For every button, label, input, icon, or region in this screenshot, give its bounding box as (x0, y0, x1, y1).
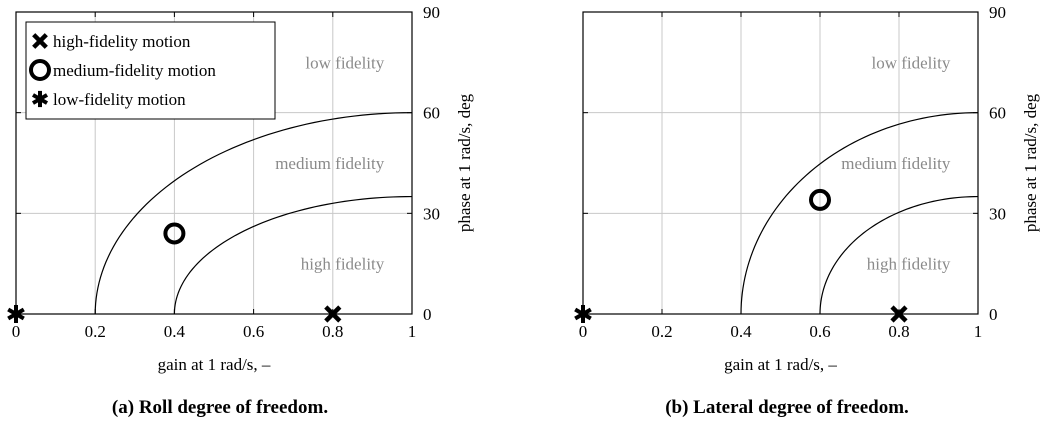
legend-label-3: low-fidelity motion (53, 90, 186, 109)
legend: high-fidelity motion medium-fidelity moti… (25, 21, 276, 120)
region-label-2: medium fidelity (275, 154, 385, 173)
y-tick-label: 30 (423, 204, 440, 223)
x-tick-label: 0 (579, 322, 588, 341)
data-point-o-ring (163, 222, 186, 245)
x-tick-label: 1 (408, 322, 417, 341)
x-axis-label: gain at 1 rad/s, – (724, 355, 837, 374)
y-tick-label: 90 (423, 3, 440, 22)
legend-label-2: medium-fidelity motion (53, 61, 216, 80)
region-label-3: high fidelity (301, 255, 385, 274)
fidelity-boundary-1 (94, 112, 413, 315)
fidelity-boundary-2 (173, 195, 413, 315)
plot-frame (15, 11, 413, 315)
x-tick-label: 0.8 (888, 322, 909, 341)
y-tick-label: 90 (989, 3, 1006, 22)
x-tick-label: 0.6 (243, 322, 264, 341)
region-label-1: low fidelity (305, 53, 384, 72)
data-point-x-stroke-2 (324, 305, 342, 323)
legend-label-1: high-fidelity motion (53, 32, 191, 51)
x-tick-label: 0.2 (651, 322, 672, 341)
y-tick-label: 30 (989, 204, 1006, 223)
fidelity-boundary-2 (819, 195, 979, 315)
legend-marker-asterisk-stroke-3 (31, 93, 49, 105)
fidelity-boundary-1 (740, 112, 979, 315)
caption-b: (b) Lateral degree of freedom. (665, 397, 909, 418)
plot-frame (582, 11, 979, 315)
region-label-3: high fidelity (867, 255, 951, 274)
caption-a: (a) Roll degree of freedom. (111, 397, 329, 418)
y-tick-label: 0 (423, 305, 432, 324)
x-axis-label: gain at 1 rad/s, – (158, 355, 271, 374)
region-label-2: medium fidelity (841, 154, 951, 173)
x-tick-label: 1 (974, 322, 983, 341)
y-axis-label: phase at 1 rad/s, deg (455, 93, 474, 232)
y-axis-label: phase at 1 rad/s, deg (1021, 93, 1040, 232)
x-tick-label: 0.8 (322, 322, 343, 341)
data-point-o-ring (809, 188, 831, 211)
region-label-1: low fidelity (871, 53, 950, 72)
y-tick-label: 60 (423, 104, 440, 123)
data-point-x-stroke-2 (890, 305, 908, 323)
legend-marker-x-stroke-2 (32, 33, 48, 49)
data-point-asterisk-stroke-3 (574, 307, 592, 321)
x-tick-label: 0.4 (164, 322, 186, 341)
data-point-asterisk-stroke-3 (7, 307, 25, 321)
x-tick-label: 0.2 (85, 322, 106, 341)
legend-box (25, 21, 276, 120)
x-tick-label: 0.4 (730, 322, 752, 341)
y-tick-label: 0 (989, 305, 998, 324)
x-tick-label: 0 (12, 322, 21, 341)
y-tick-label: 60 (989, 104, 1006, 123)
legend-marker-o-ring (29, 59, 51, 81)
x-tick-label: 0.6 (809, 322, 830, 341)
